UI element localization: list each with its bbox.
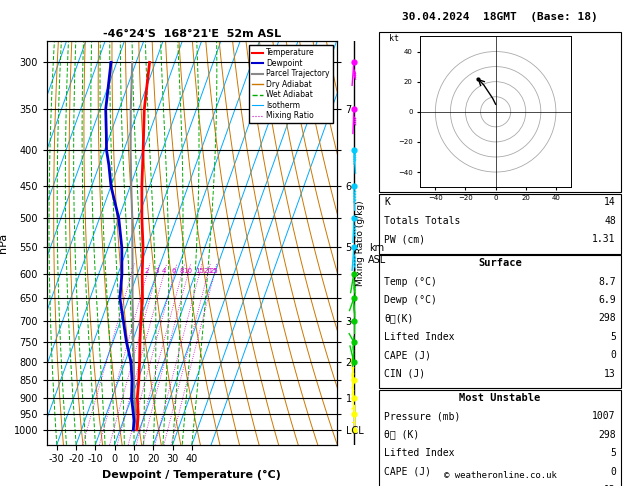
Text: 3: 3 (155, 268, 159, 274)
Text: Dewp (°C): Dewp (°C) (384, 295, 437, 305)
Text: Lifted Index: Lifted Index (384, 448, 455, 458)
Text: 1.31: 1.31 (593, 234, 616, 244)
Text: Surface: Surface (478, 258, 522, 268)
Text: K: K (384, 197, 390, 208)
Text: θᴇ (K): θᴇ (K) (384, 430, 420, 440)
X-axis label: Dewpoint / Temperature (°C): Dewpoint / Temperature (°C) (103, 470, 281, 480)
Text: 15: 15 (195, 268, 204, 274)
Text: 298: 298 (598, 430, 616, 440)
Text: θᴇ(K): θᴇ(K) (384, 313, 414, 324)
Text: 6.9: 6.9 (598, 295, 616, 305)
Text: kt: kt (389, 34, 399, 43)
Text: 14: 14 (604, 197, 616, 208)
Text: 2: 2 (145, 268, 149, 274)
Text: Temp (°C): Temp (°C) (384, 277, 437, 287)
Y-axis label: hPa: hPa (0, 233, 8, 253)
Text: 5: 5 (610, 332, 616, 342)
Y-axis label: km
ASL: km ASL (368, 243, 386, 264)
Text: 6: 6 (172, 268, 177, 274)
Text: CAPE (J): CAPE (J) (384, 467, 431, 477)
Text: PW (cm): PW (cm) (384, 234, 425, 244)
Text: 4: 4 (162, 268, 166, 274)
Text: 48: 48 (604, 216, 616, 226)
Text: 13: 13 (604, 485, 616, 486)
Text: 25: 25 (210, 268, 219, 274)
Text: 30.04.2024  18GMT  (Base: 18): 30.04.2024 18GMT (Base: 18) (402, 12, 598, 22)
Text: Mixing Ratio (g/kg): Mixing Ratio (g/kg) (355, 200, 365, 286)
Text: CIN (J): CIN (J) (384, 485, 425, 486)
Text: 8.7: 8.7 (598, 277, 616, 287)
Text: Pressure (mb): Pressure (mb) (384, 411, 460, 421)
Text: 5: 5 (610, 448, 616, 458)
Text: Totals Totals: Totals Totals (384, 216, 460, 226)
Bar (379, 255, 621, 388)
Text: CIN (J): CIN (J) (384, 369, 425, 379)
Text: 0: 0 (610, 350, 616, 361)
Text: 8: 8 (180, 268, 184, 274)
Text: 1: 1 (129, 268, 134, 274)
Bar (379, 390, 621, 486)
Legend: Temperature, Dewpoint, Parcel Trajectory, Dry Adiabat, Wet Adiabat, Isotherm, Mi: Temperature, Dewpoint, Parcel Trajectory… (248, 45, 333, 123)
Text: © weatheronline.co.uk: © weatheronline.co.uk (443, 471, 557, 480)
Text: 13: 13 (604, 369, 616, 379)
Text: 10: 10 (184, 268, 192, 274)
Text: 298: 298 (598, 313, 616, 324)
Bar (379, 194, 621, 254)
Text: CAPE (J): CAPE (J) (384, 350, 431, 361)
Bar (379, 32, 621, 192)
Text: Most Unstable: Most Unstable (459, 393, 541, 403)
Title: -46°24'S  168°21'E  52m ASL: -46°24'S 168°21'E 52m ASL (103, 29, 281, 39)
Text: 0: 0 (610, 467, 616, 477)
Text: 20: 20 (203, 268, 212, 274)
Text: 1007: 1007 (593, 411, 616, 421)
Text: Lifted Index: Lifted Index (384, 332, 455, 342)
